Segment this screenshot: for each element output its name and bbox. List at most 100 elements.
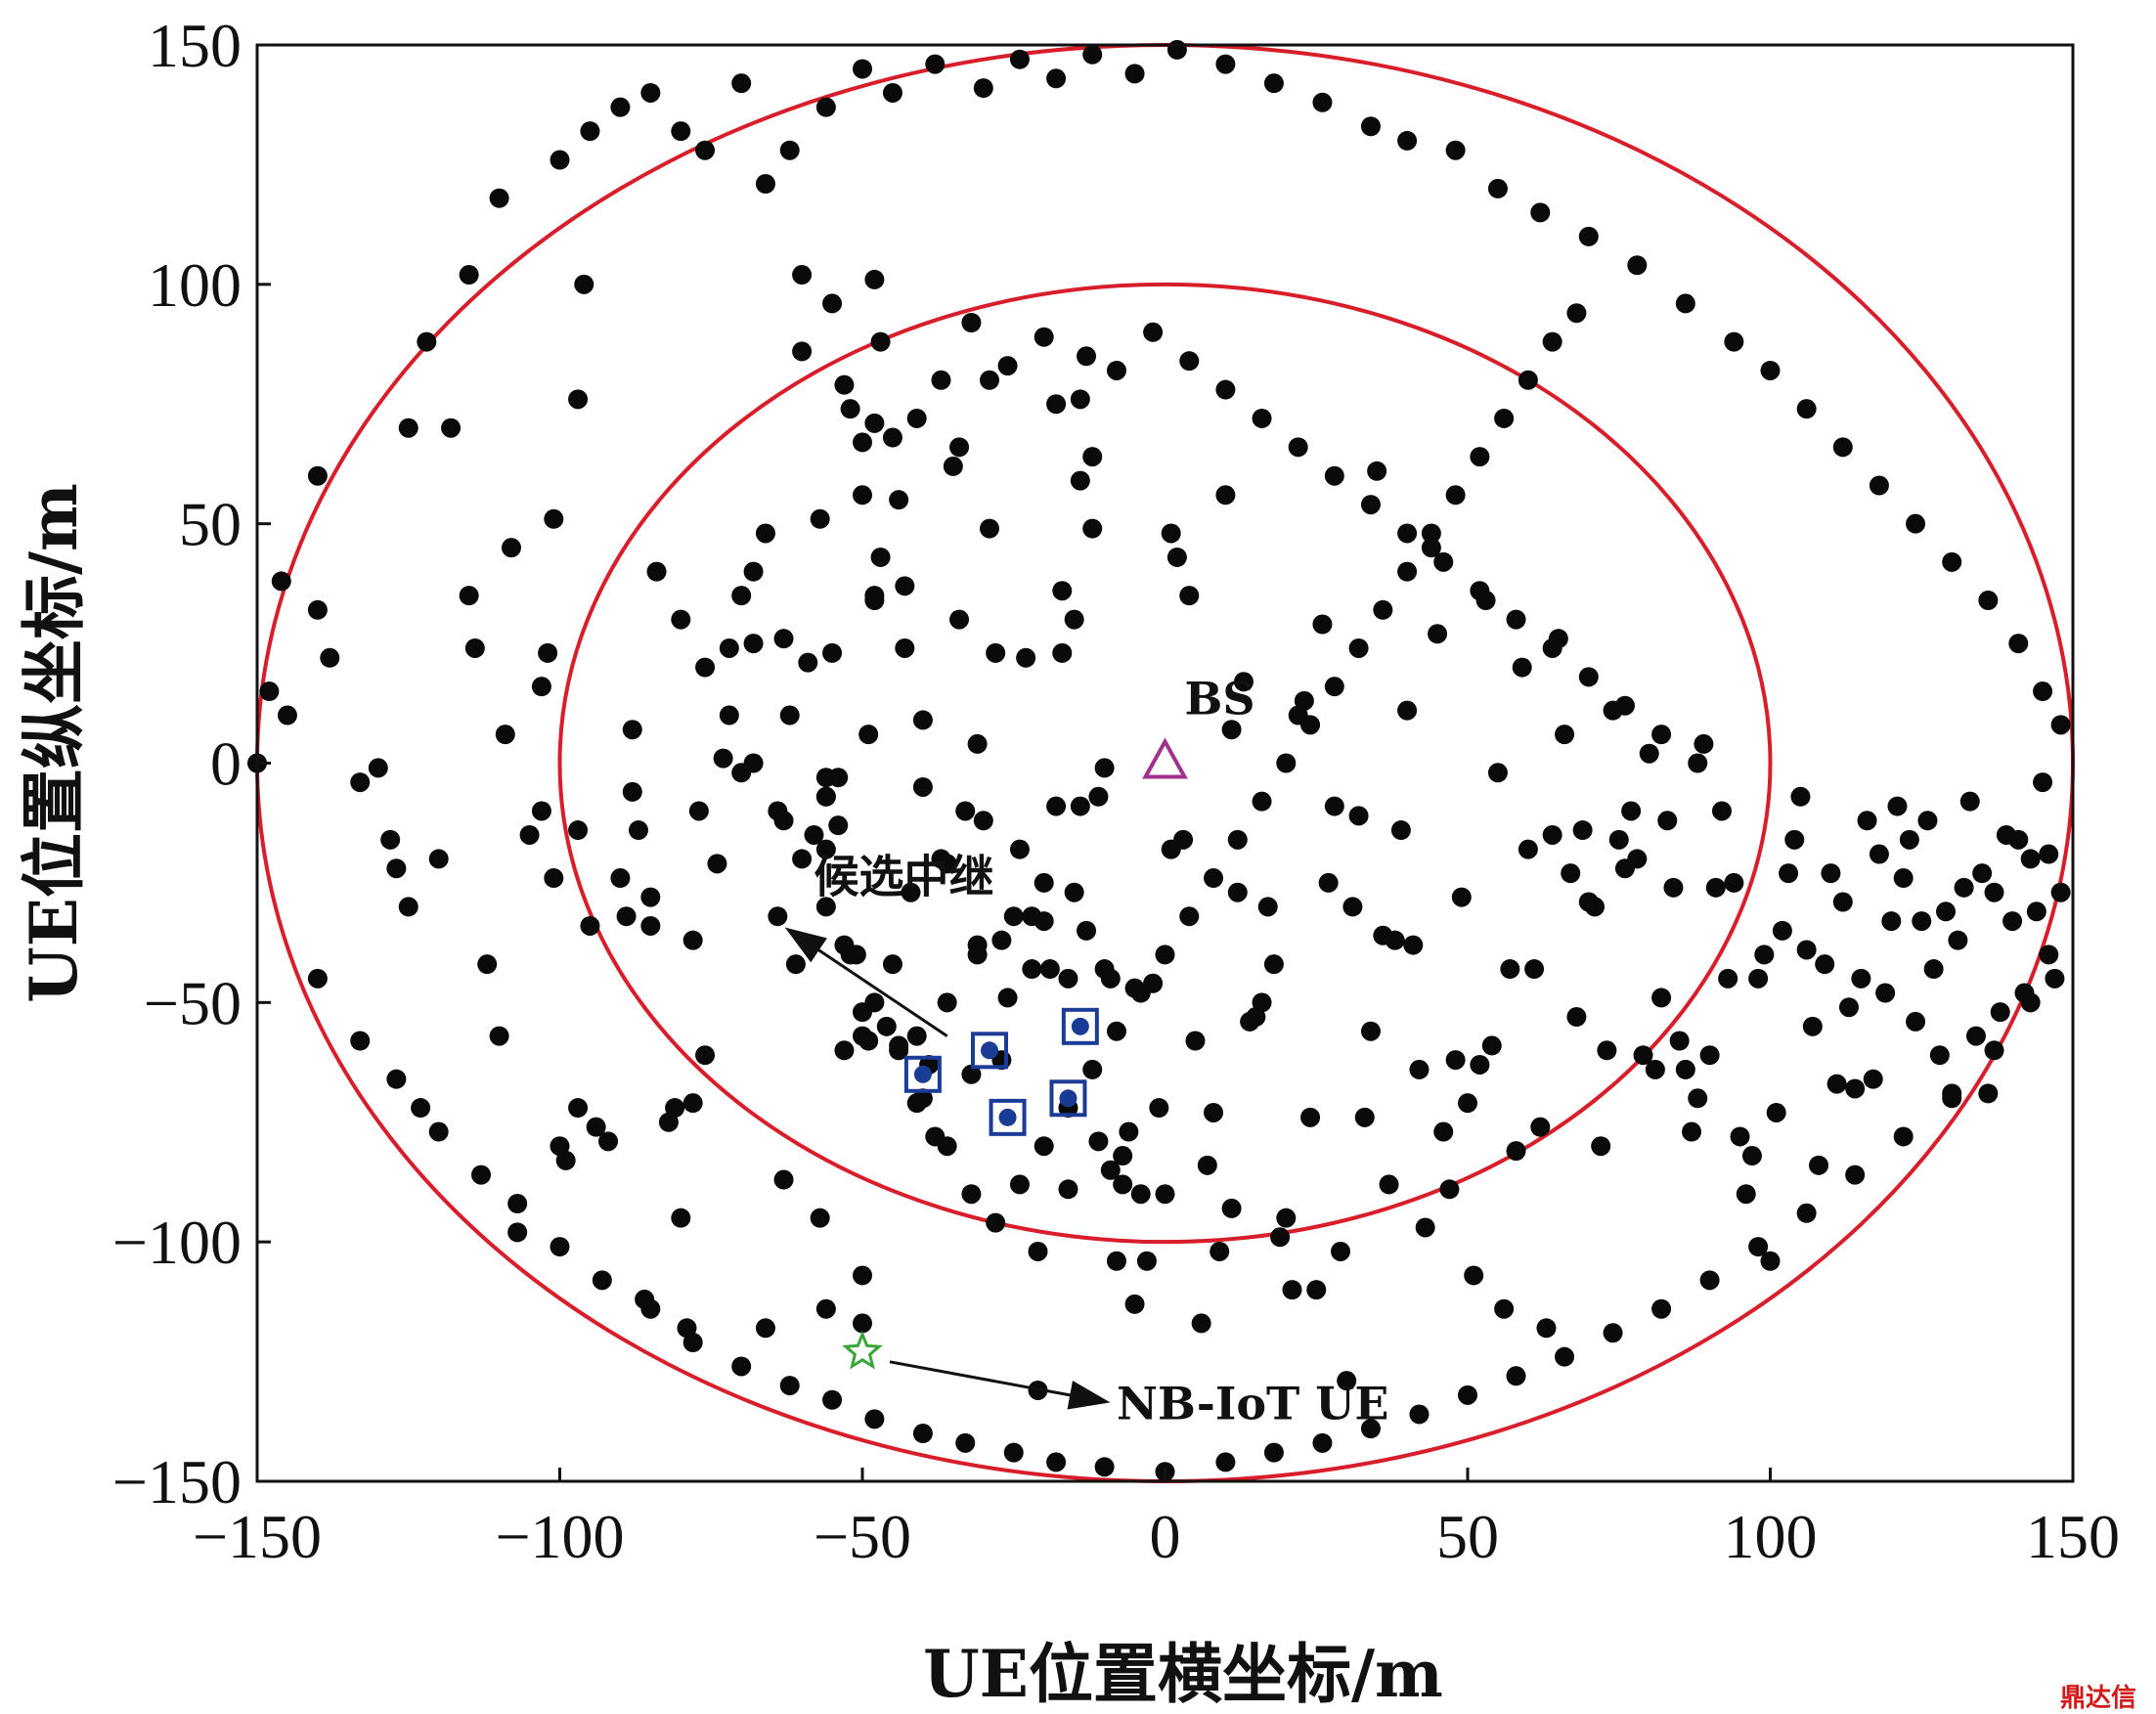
ue-point bbox=[574, 274, 594, 294]
relay-marker-square bbox=[1049, 1079, 1087, 1118]
ue-point bbox=[1113, 1174, 1133, 1195]
ue-point bbox=[1166, 547, 1187, 567]
ue-point bbox=[828, 815, 849, 836]
ue-point bbox=[1360, 1021, 1381, 1041]
ue-point bbox=[1039, 959, 1060, 980]
ue-point bbox=[640, 82, 661, 103]
ue-point bbox=[1524, 959, 1545, 980]
ue-point bbox=[477, 954, 498, 975]
ue-point bbox=[307, 599, 328, 620]
ue-point bbox=[1257, 897, 1278, 917]
ue-point bbox=[1003, 1442, 1024, 1463]
ue-point bbox=[912, 1424, 933, 1444]
ue-point bbox=[1397, 561, 1418, 582]
ue-point bbox=[1917, 811, 1938, 831]
ue-point bbox=[731, 73, 752, 94]
ue-point bbox=[1215, 1452, 1236, 1472]
ue-point bbox=[1119, 1121, 1139, 1142]
ue-point bbox=[840, 399, 860, 419]
ue-point bbox=[1173, 829, 1194, 850]
ue-point bbox=[822, 293, 843, 314]
ue-point bbox=[882, 427, 902, 448]
ue-point bbox=[1028, 1241, 1048, 1261]
ue-point bbox=[568, 820, 589, 841]
ue-point bbox=[961, 1064, 982, 1084]
ue-point bbox=[1651, 725, 1672, 745]
ue-point bbox=[1458, 1093, 1477, 1114]
ue-point bbox=[1263, 954, 1284, 975]
ue-point bbox=[1155, 1184, 1175, 1205]
ue-point bbox=[912, 710, 933, 730]
ue-point bbox=[773, 629, 794, 649]
ue-point bbox=[785, 954, 806, 975]
ue-point bbox=[810, 1208, 830, 1228]
ue-point bbox=[1166, 39, 1187, 60]
ue-point bbox=[1191, 1313, 1211, 1334]
ue-point bbox=[1512, 657, 1532, 678]
ue-point bbox=[1215, 54, 1236, 74]
ue-point bbox=[1252, 791, 1272, 812]
ue-point bbox=[1130, 1184, 1151, 1205]
ue-point bbox=[986, 1212, 1006, 1233]
ue-point bbox=[1506, 609, 1526, 630]
ue-point bbox=[1088, 786, 1109, 807]
ue-point bbox=[538, 642, 558, 663]
ue-point bbox=[320, 647, 340, 668]
ue-point bbox=[755, 523, 775, 544]
ue-point bbox=[1487, 178, 1508, 198]
y-tick-label: 50 bbox=[179, 490, 242, 559]
ue-point bbox=[1954, 877, 1974, 898]
relay-point bbox=[998, 1108, 1017, 1126]
relay-arrow bbox=[784, 927, 948, 1037]
ue-point bbox=[779, 705, 800, 725]
ue-point bbox=[858, 1031, 879, 1051]
ue-point bbox=[1608, 829, 1629, 850]
ue-point bbox=[695, 140, 716, 160]
ue-point bbox=[1312, 92, 1333, 112]
ue-point bbox=[1494, 408, 1515, 428]
ue-point bbox=[1009, 839, 1030, 859]
ue-point bbox=[1711, 801, 1732, 821]
ue-point bbox=[1046, 1452, 1067, 1472]
ue-point bbox=[853, 1313, 872, 1334]
relay-point bbox=[980, 1041, 998, 1060]
ue-point bbox=[580, 121, 600, 142]
y-axis-title: UE位置纵坐标/m bbox=[16, 483, 92, 1003]
ue-point bbox=[2020, 849, 2041, 869]
ue-point bbox=[840, 945, 860, 965]
ue-point bbox=[773, 1169, 794, 1190]
ue-point bbox=[2008, 634, 2029, 654]
ue-point bbox=[307, 968, 328, 989]
ue-point bbox=[2033, 772, 2053, 793]
ue-point bbox=[1663, 877, 1684, 898]
ue-point bbox=[1397, 700, 1418, 721]
ue-point bbox=[1252, 408, 1272, 428]
ue-point bbox=[1130, 983, 1151, 1003]
ue-point bbox=[1421, 523, 1441, 544]
ue-point bbox=[519, 824, 540, 845]
relay-marker-square bbox=[1061, 1007, 1099, 1045]
ue-point bbox=[864, 413, 885, 433]
ue-point bbox=[1179, 586, 1200, 606]
ue-point bbox=[1748, 968, 1769, 989]
ue-point bbox=[1263, 1442, 1284, 1463]
ue-point bbox=[1675, 1059, 1695, 1079]
y-tick-label: 0 bbox=[210, 729, 242, 799]
ue-point bbox=[464, 637, 485, 658]
ue-point bbox=[815, 97, 836, 117]
ue-point bbox=[1675, 293, 1695, 314]
ue-point bbox=[1288, 437, 1308, 458]
ue-point bbox=[671, 121, 691, 142]
ue-point bbox=[1542, 824, 1562, 845]
ue-point bbox=[1906, 513, 1926, 534]
ue-point bbox=[1572, 820, 1593, 841]
ue-point bbox=[1100, 1160, 1121, 1180]
ue-point bbox=[1046, 796, 1067, 816]
ue-point bbox=[1155, 945, 1175, 965]
ue-point bbox=[949, 609, 970, 630]
ue-point bbox=[1106, 1021, 1126, 1041]
ue-point bbox=[1373, 599, 1393, 620]
ue-point bbox=[1972, 863, 1993, 884]
ue-point bbox=[1379, 1174, 1399, 1195]
ue-point bbox=[1458, 1384, 1477, 1405]
